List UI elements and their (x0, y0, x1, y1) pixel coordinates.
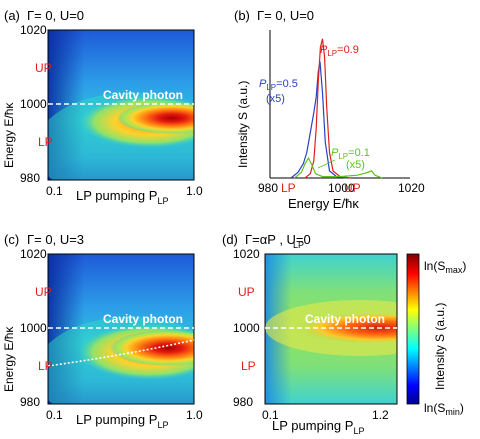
panel-d-label: (d) (222, 232, 238, 247)
panel-c-xlabel: LP pumping PLP (76, 412, 168, 430)
panel-a-up-label: UP (35, 61, 52, 75)
panel-d-xlabel: LP pumping PLP (272, 418, 364, 436)
panel-c-lp-label: LP (38, 359, 53, 373)
panel-d-up-label: UP (238, 285, 255, 299)
panel-b-legend-2-pointer (317, 159, 336, 169)
panel-b-ylabel: Intensity S (a.u.) (236, 81, 250, 168)
panel-a-heatmap (48, 30, 194, 180)
panel-b-series-2 (294, 156, 383, 179)
panel-c-ytick-1020: 1020 (20, 247, 47, 261)
panel-c-xtick-0: 0.1 (46, 408, 63, 422)
panel-b-x-ticks: 980 1000 1020 (258, 181, 425, 195)
panel-b-up-tick: UP (344, 181, 361, 195)
panel-b-label: (b) (234, 8, 250, 23)
panel-a-xtick-0: 0.1 (46, 184, 63, 198)
panel-b-legend-2-scale: (x5) (346, 159, 365, 171)
panel-a-ytick-1020: 1020 (20, 23, 47, 37)
panel-c-ytick-980: 980 (20, 395, 40, 409)
panel-b-legend-0-scale: (x5) (266, 93, 285, 105)
panel-b-xtick-0: 980 (258, 181, 278, 195)
panel-a-xlabel: LP pumping PLP (76, 188, 168, 206)
colorbar-min-label: ln(Smin) (424, 401, 464, 417)
panel-c-heatmap (48, 254, 194, 404)
panel-c-cavity-label: Cavity photon (103, 312, 183, 326)
panel-a-title: Γ= 0, U=0 (27, 8, 84, 23)
panel-b-legend-1: PLP=0.9 (320, 44, 359, 58)
panel-b-xtick-1: 1000 (328, 181, 355, 195)
panel-b-curves (290, 38, 383, 179)
panel-d-xtick-0: 0.1 (262, 408, 279, 422)
panel-a-xtick-1: 1.0 (186, 184, 203, 198)
panel-b-series-0 (290, 61, 348, 179)
panel-c-label: (c) (4, 232, 19, 247)
panel-c-title: Γ= 0, U=3 (27, 232, 84, 247)
panel-b-lp-tick: LP (281, 181, 296, 195)
panel-d-heatmap (265, 254, 397, 404)
panel-b-xtick-2: 1020 (398, 181, 425, 195)
panel-a: (a) Γ= 0, U=0 Cavity photon 1020 1000 98… (2, 8, 203, 206)
panel-c-up-label: UP (35, 285, 52, 299)
panel-b-legend-0: PLP=0.5 (259, 78, 298, 92)
panel-d-ytick-1020: 1020 (233, 247, 260, 261)
panel-a-y-ticks: 1020 1000 980 UP LP (20, 23, 53, 185)
panel-d-xtick-1: 1.2 (372, 408, 389, 422)
panel-a-label: (a) (4, 8, 20, 23)
panel-b-legend-2: PLP=0.1 (331, 147, 370, 161)
panel-d: (d) Γ=αP , U=0 LP Cavity photon 1020 100… (222, 232, 466, 436)
colorbar (406, 253, 420, 405)
panel-d-title: Γ=αP , U=0 (245, 232, 311, 247)
panel-c-ytick-1000: 1000 (20, 321, 47, 335)
colorbar-title: Intensity S (a.u.) (433, 303, 447, 390)
panel-d-cavity-label: Cavity photon (305, 312, 385, 326)
panel-c-xtick-1: 1.0 (186, 408, 203, 422)
panel-c-ylabel: Energy E/ħκ (2, 326, 16, 392)
panel-d-title-sub: LP (293, 240, 304, 250)
colorbar-max-label: ln(Smax) (424, 259, 466, 275)
panel-d-ytick-980: 980 (233, 395, 253, 409)
panel-b-xlabel: Energy E/ħκ (288, 196, 359, 211)
panel-d-lp-label: LP (241, 359, 256, 373)
panel-a-lp-label: LP (38, 135, 53, 149)
panel-c: (c) Γ= 0, U=3 Cavity photon 1020 1000 98… (2, 232, 203, 430)
panel-a-ytick-980: 980 (20, 171, 40, 185)
panel-d-ytick-1000: 1000 (233, 321, 260, 335)
panel-a-ytick-1000: 1000 (20, 97, 47, 111)
panel-b-series-1 (304, 38, 351, 179)
panel-a-cavity-label: Cavity photon (103, 88, 183, 102)
panel-b-title: Γ= 0, U=0 (257, 8, 314, 23)
panel-c-lp-shift-line (47, 339, 195, 367)
panel-a-ylabel: Energy E/ħκ (2, 102, 16, 168)
panel-b: (b) Γ= 0, U=0 Intensity S (a.u.) 980 1000… (234, 8, 425, 211)
